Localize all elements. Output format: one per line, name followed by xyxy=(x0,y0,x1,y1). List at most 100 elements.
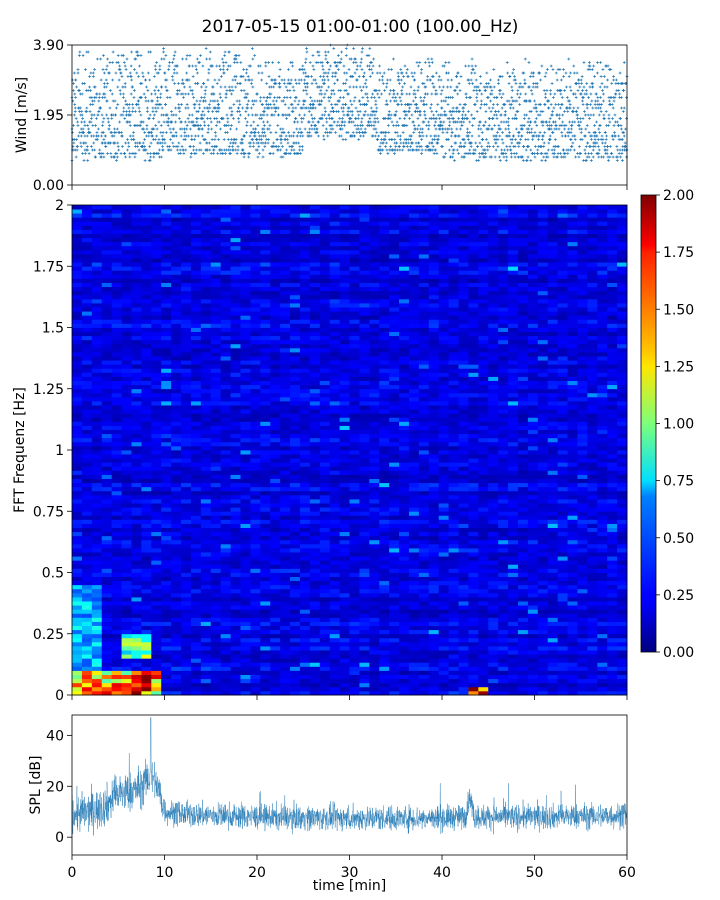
wind-data-point xyxy=(281,99,285,103)
wind-data-point xyxy=(149,152,153,155)
wind-data-point xyxy=(530,92,534,96)
wind-data-point xyxy=(86,148,90,152)
wind-data-point xyxy=(249,124,253,127)
wind-data-point xyxy=(464,113,467,117)
spectrogram-cell xyxy=(270,584,281,590)
wind-data-point xyxy=(598,131,602,134)
wind-data-point xyxy=(622,131,626,134)
wind-data-point xyxy=(456,71,460,75)
wind-data-point xyxy=(453,159,456,162)
spectrogram-cell xyxy=(488,580,499,586)
spectrogram-cell xyxy=(408,564,420,569)
wind-data-point xyxy=(251,145,255,148)
wind-data-point xyxy=(186,117,190,120)
wind-data-point xyxy=(212,148,216,152)
spectrogram-cell xyxy=(91,686,103,692)
spectrogram-cell xyxy=(101,658,113,663)
spectrogram-cell xyxy=(597,588,608,594)
spectrogram-cell xyxy=(101,576,113,582)
wind-data-point xyxy=(342,96,345,99)
spectrogram-cell xyxy=(290,637,301,643)
wind-data-point xyxy=(261,148,265,152)
spectrogram-cell xyxy=(408,666,420,671)
spectrogram-cell xyxy=(210,654,222,659)
wind-data-point xyxy=(145,106,149,110)
spectrogram-cell xyxy=(250,650,261,655)
spectrogram-cell xyxy=(508,609,519,614)
wind-data-point xyxy=(509,103,513,106)
spectrogram-cell xyxy=(280,592,291,598)
wind-data-point xyxy=(330,92,333,96)
spectrogram-cell xyxy=(309,617,321,622)
wind-data-point xyxy=(529,159,533,162)
spectrogram-cell xyxy=(478,633,489,639)
wind-data-point xyxy=(587,131,591,134)
spectrogram-cell xyxy=(438,637,450,643)
spectrogram-cell xyxy=(270,641,281,647)
spectrogram-cell xyxy=(418,650,430,655)
spectrogram-cell xyxy=(547,572,559,577)
wind-data-point xyxy=(496,103,499,106)
spectrogram-cell xyxy=(121,552,132,557)
spectrogram-cell xyxy=(389,572,400,577)
spectrogram-cell xyxy=(111,588,122,594)
spectrogram-cell xyxy=(438,605,450,610)
wind-data-point xyxy=(78,89,81,92)
wind-data-point xyxy=(301,134,305,138)
wind-data-point xyxy=(419,96,423,99)
wind-data-point xyxy=(582,85,586,89)
spectrogram-cell xyxy=(210,678,222,684)
spectrogram-cell xyxy=(408,670,420,675)
spectrogram-cell xyxy=(468,674,479,680)
wind-data-point xyxy=(144,148,148,152)
spectrogram-cell xyxy=(91,678,103,684)
wind-data-point xyxy=(167,68,171,71)
spectrogram-cell xyxy=(607,592,618,598)
spectrogram-cell xyxy=(200,633,212,639)
wind-data-point xyxy=(410,71,414,75)
spectrogram-cell xyxy=(299,646,311,651)
wind-data-point xyxy=(248,134,252,138)
spectrogram-cell xyxy=(379,637,390,643)
wind-data-point xyxy=(271,61,275,64)
wind-data-point xyxy=(406,75,410,78)
spectrogram-cell xyxy=(260,666,271,671)
wind-data-point xyxy=(354,61,358,64)
spectrogram-cell xyxy=(250,658,261,663)
spectrogram-cell xyxy=(101,621,113,626)
wind-data-point xyxy=(244,110,248,113)
spectrogram-cell xyxy=(309,609,321,614)
spectrogram-cell xyxy=(319,613,331,618)
wind-data-point xyxy=(216,110,220,113)
spectrogram-cell xyxy=(111,666,122,671)
wind-data-point xyxy=(358,99,362,103)
spectrogram-cell xyxy=(587,584,598,590)
wind-data-point xyxy=(568,85,572,89)
spectrogram-cell xyxy=(448,560,459,565)
wind-data-point xyxy=(490,92,494,96)
spectrogram-cell xyxy=(617,662,628,667)
wind-data-point xyxy=(202,82,206,85)
spectrogram-cell xyxy=(498,670,509,675)
wind-data-point xyxy=(508,145,512,148)
spectrogram-cell xyxy=(299,650,311,655)
wind-data-point xyxy=(509,148,513,152)
wind-data-point xyxy=(396,92,399,96)
spectrogram-cell xyxy=(517,654,529,659)
wind-data-point xyxy=(612,99,616,103)
wind-data-point xyxy=(246,106,250,110)
spectrogram-cell xyxy=(230,568,241,573)
spectrogram-cell xyxy=(537,572,549,577)
spectrogram-cell xyxy=(111,646,122,651)
spectrogram-cell xyxy=(617,633,628,639)
spectrogram-cell xyxy=(458,613,469,618)
wind-data-point xyxy=(458,89,462,92)
wind-data-point xyxy=(573,134,577,138)
spectrogram-cell xyxy=(81,584,93,590)
spectrogram-cell xyxy=(488,633,499,639)
wind-data-point xyxy=(400,92,404,96)
spectrogram-cell xyxy=(517,560,529,565)
wind-data-point xyxy=(378,71,382,75)
spectrogram-cell xyxy=(458,552,469,557)
wind-data-point xyxy=(397,124,400,127)
